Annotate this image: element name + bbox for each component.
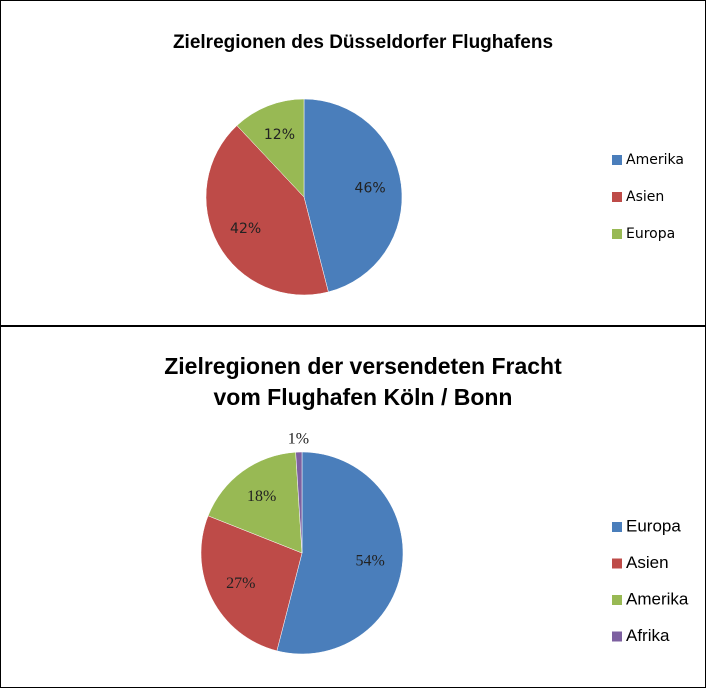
legend-label: Europa — [626, 516, 681, 535]
legend-swatch — [612, 522, 622, 532]
pie-slice — [200, 515, 303, 652]
data-label: 42% — [230, 221, 261, 237]
pie-slice — [295, 451, 303, 554]
legend-swatch — [612, 155, 622, 165]
pie-slice — [205, 125, 329, 296]
legend-label: Asien — [626, 553, 669, 572]
legend-swatch — [612, 558, 622, 569]
data-label: 54% — [355, 552, 384, 569]
chart-title: Zielregionen der versendeten Fracht vom … — [164, 353, 562, 410]
data-label: 12% — [264, 127, 295, 143]
pie-slice — [303, 98, 403, 293]
pie-slice — [276, 451, 404, 655]
pie-slice — [207, 451, 303, 554]
legend-label: Afrika — [626, 626, 670, 645]
data-label: 46% — [355, 181, 386, 197]
legend-label: Amerika — [626, 152, 684, 168]
data-label: 18% — [247, 488, 276, 505]
legend-swatch — [612, 595, 622, 605]
chart-title: Zielregionen des Düsseldorfer Flughafens — [172, 32, 554, 53]
legend-swatch — [612, 631, 622, 642]
legend-label: Europa — [626, 226, 675, 242]
data-label: 1% — [288, 431, 309, 448]
legend-swatch — [612, 229, 622, 239]
legend-label: Asien — [626, 189, 664, 205]
legend-label: Amerika — [626, 589, 689, 608]
legend-swatch — [612, 192, 622, 202]
data-label: 27% — [226, 575, 255, 592]
pie-slice — [236, 98, 305, 198]
